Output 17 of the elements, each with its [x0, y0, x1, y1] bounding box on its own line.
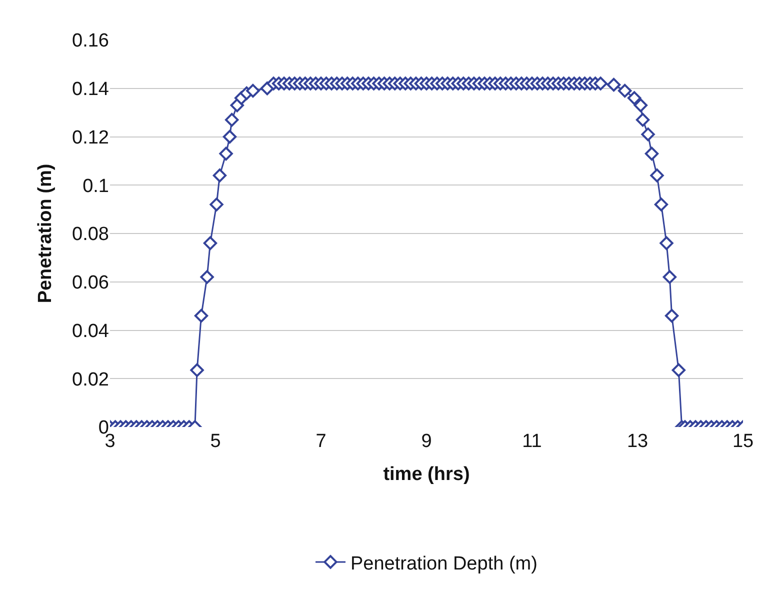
- y-tick-label: 0.04: [72, 320, 110, 342]
- x-tick-label: 15: [732, 431, 754, 452]
- y-tick-label: 0.12: [72, 127, 109, 148]
- x-axis-title: time (hrs): [383, 464, 470, 485]
- y-tick-label: 0.1: [82, 176, 109, 197]
- legend-label: Penetration Depth (m): [350, 553, 538, 574]
- y-tick-label: 0.06: [72, 272, 109, 294]
- y-tick-label: 0.02: [72, 369, 109, 390]
- y-tick-label: 0.14: [72, 79, 110, 100]
- x-tick-label: 5: [210, 431, 221, 452]
- y-tick-label: 0.08: [72, 224, 109, 246]
- x-tick-label: 9: [421, 431, 432, 452]
- x-tick-label: 11: [522, 431, 542, 452]
- x-tick-label: 7: [316, 431, 326, 452]
- y-tick-label: 0.16: [72, 30, 109, 52]
- x-tick-label: 13: [626, 431, 648, 452]
- y-axis-title: Penetration (m): [34, 164, 56, 304]
